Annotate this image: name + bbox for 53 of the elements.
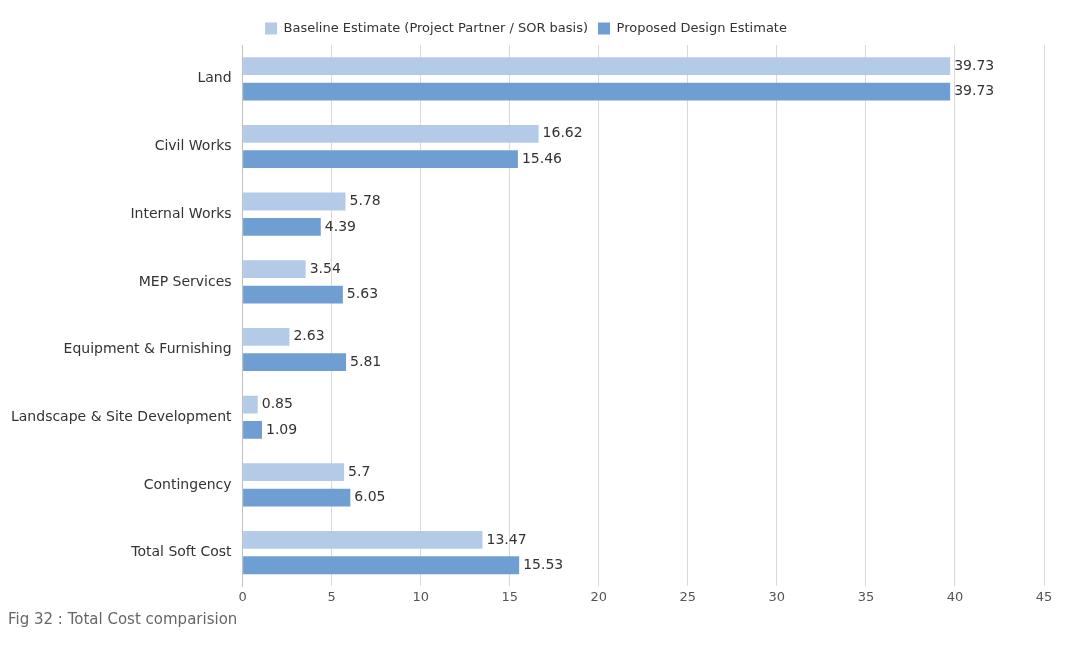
data-label: 3.54 (309, 259, 341, 276)
bar (243, 124, 539, 143)
x-tick-label: 10 (412, 588, 429, 604)
data-label: 6.05 (354, 488, 386, 505)
y-tick-label: Contingency (143, 475, 232, 492)
data-label: 4.39 (324, 217, 356, 234)
legend-label: Proposed Design Estimate (616, 19, 787, 35)
x-tick-label: 15 (501, 588, 519, 604)
bar (243, 530, 483, 549)
data-label: 16.62 (542, 124, 583, 141)
y-tick-label: Land (197, 69, 232, 86)
data-label: 5.78 (349, 192, 381, 209)
bar (243, 82, 951, 101)
bar (243, 463, 345, 482)
x-tick-label: 45 (1035, 588, 1053, 604)
data-label: 15.53 (523, 555, 564, 572)
x-tick-label: 5 (327, 588, 336, 604)
data-label: 2.63 (293, 327, 325, 344)
bar (243, 150, 518, 169)
data-label: 39.73 (954, 82, 995, 99)
y-tick-label: Internal Works (130, 204, 232, 221)
data-label: 0.85 (261, 395, 293, 412)
data-label: 13.47 (486, 530, 527, 547)
bar (243, 327, 290, 346)
y-tick-label: MEP Services (138, 272, 232, 289)
x-tick-label: 40 (946, 588, 964, 604)
x-tick-label: 0 (238, 588, 247, 604)
x-tick-label: 35 (857, 588, 875, 604)
data-label: 15.46 (521, 149, 563, 166)
x-tick-label: 25 (679, 588, 697, 604)
y-tick-label: Landscape & Site Development (10, 407, 233, 424)
data-label: 5.81 (350, 352, 382, 369)
bar (243, 260, 306, 279)
y-tick-label: Total Soft Cost (130, 543, 233, 560)
bar (243, 353, 347, 372)
y-tick-label: Equipment & Furnishing (63, 340, 232, 357)
caption: Fig 32 : Total Cost comparision (8, 610, 239, 628)
bar (243, 57, 951, 76)
bar (243, 285, 343, 304)
y-tick-label: Civil Works (154, 137, 232, 154)
data-label: 1.09 (266, 420, 298, 437)
bar (243, 192, 346, 211)
bar (243, 488, 351, 507)
x-tick-label: 30 (768, 588, 786, 604)
bar (243, 395, 258, 414)
legend-label: Baseline Estimate (Project Partner / SOR basis) (283, 19, 589, 35)
data-label: 39.73 (954, 56, 995, 73)
x-tick-label: 20 (590, 588, 608, 604)
bar (243, 421, 263, 439)
data-label: 5.63 (346, 285, 379, 302)
bar (243, 217, 321, 236)
data-label: 5.7 (348, 462, 371, 479)
bar (243, 556, 520, 575)
